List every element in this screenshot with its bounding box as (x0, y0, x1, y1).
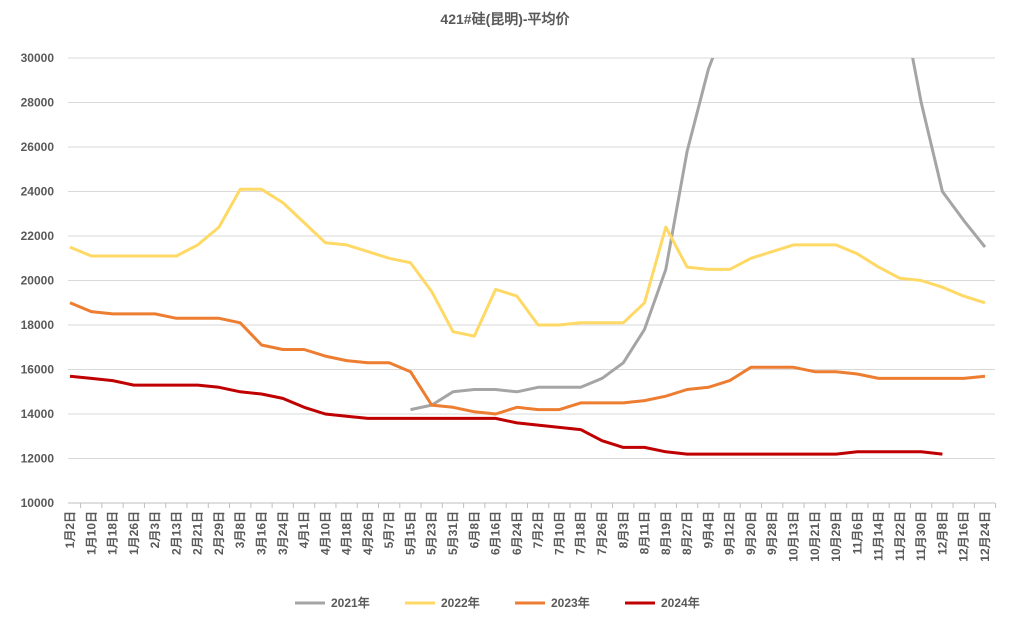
x-tick-label: 11月22日 (893, 511, 907, 561)
y-tick-label: 16000 (21, 363, 55, 377)
x-tick-label: 5月23日 (425, 511, 439, 555)
y-tick-label: 14000 (21, 407, 55, 421)
x-tick-label: 12月16日 (957, 511, 971, 562)
legend-label: 2021年 (331, 595, 370, 610)
x-tick-label: 9月4日 (701, 511, 715, 548)
x-tick-label: 12月24日 (978, 511, 992, 562)
series-line (69, 374, 943, 456)
x-tick-label: 7月26日 (595, 511, 609, 555)
x-tick-label: 1月10日 (84, 511, 98, 555)
x-tick-label: 7月10日 (552, 511, 566, 555)
x-tick-label: 10月13日 (786, 511, 800, 562)
x-tick-label: 9月20日 (744, 511, 758, 555)
y-tick-label: 12000 (21, 452, 55, 466)
x-tick-label: 4月10日 (318, 511, 332, 555)
x-tick-label: 5月7日 (382, 511, 396, 548)
x-tick-label: 5月31日 (446, 511, 460, 555)
x-tick-label: 3月8日 (233, 511, 247, 548)
plot-area (69, 58, 987, 456)
x-tick-label: 11月30日 (914, 511, 928, 561)
x-tick-label: 11月14日 (872, 511, 886, 561)
x-tick-label: 4月26日 (361, 511, 375, 555)
x-tick-label: 8月11日 (638, 511, 652, 554)
legend-label: 2023年 (551, 595, 590, 610)
legend-label: 2024年 (661, 595, 700, 610)
x-tick-label: 2月21日 (191, 511, 205, 555)
x-tick-label: 3月24日 (276, 511, 290, 555)
x-tick-label: 6月24日 (510, 511, 524, 555)
y-tick-label: 28000 (21, 96, 55, 110)
x-tick-label: 7月2日 (531, 511, 545, 548)
x-tick-label: 9月28日 (765, 511, 779, 555)
x-tick-label: 4月18日 (340, 511, 354, 555)
x-tick-label: 10月29日 (829, 511, 843, 562)
x-tick-label: 8月3日 (616, 511, 630, 548)
chart-title: 421#硅(昆明)-平均价 (440, 11, 570, 27)
x-tick-label: 2月29日 (212, 511, 226, 555)
x-tick-label: 1月18日 (106, 511, 120, 555)
y-tick-label: 18000 (21, 318, 55, 332)
y-tick-label: 10000 (21, 496, 55, 510)
series-line (410, 58, 987, 412)
x-tick-label: 8月19日 (659, 511, 673, 555)
x-tick-label: 2月3日 (148, 511, 162, 548)
y-tick-label: 22000 (21, 229, 55, 243)
y-tick-label: 30000 (21, 51, 55, 65)
x-tick-label: 9月12日 (723, 511, 737, 555)
x-tick-label: 10月21日 (808, 511, 822, 562)
y-tick-label: 24000 (21, 185, 55, 199)
x-tick-label: 4月1日 (297, 511, 311, 548)
x-tick-label: 2月13日 (169, 511, 183, 555)
legend-label: 2022年 (441, 595, 480, 610)
x-tick-label: 12月8日 (935, 511, 949, 555)
x-tick-label: 1月26日 (127, 511, 141, 555)
x-tick-label: 5月15日 (403, 511, 417, 555)
series-line (69, 187, 986, 338)
series-line (69, 301, 986, 416)
x-tick-label: 8月27日 (680, 511, 694, 555)
x-tick-label: 1月2日 (63, 511, 77, 548)
y-tick-label: 26000 (21, 140, 55, 154)
x-tick-label: 6月8日 (467, 511, 481, 548)
x-tick-label: 7月18日 (574, 511, 588, 555)
y-tick-label: 20000 (21, 274, 55, 288)
x-tick-label: 3月16日 (255, 511, 269, 555)
x-tick-label: 11月6日 (850, 511, 864, 554)
x-tick-label: 6月16日 (489, 511, 503, 555)
